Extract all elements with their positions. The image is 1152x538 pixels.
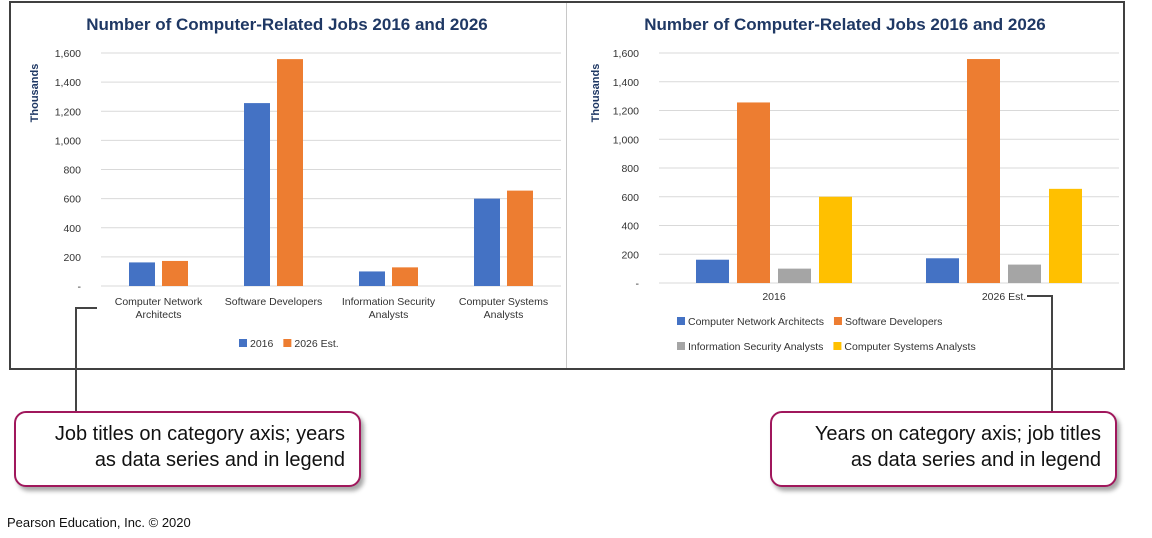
- y-tick-label: 1,400: [55, 77, 81, 89]
- legend-label: Software Developers: [845, 316, 942, 328]
- bar: [277, 59, 303, 287]
- bar: [737, 102, 770, 283]
- leader-line-left-vertical: [75, 307, 77, 411]
- y-tick-label: 1,600: [55, 48, 81, 60]
- chart-title: Number of Computer-Related Jobs 2016 and…: [86, 15, 488, 34]
- y-tick-label: 1,600: [613, 48, 639, 60]
- category-label: 2026 Est.: [982, 291, 1026, 303]
- callout-right-line-2: as data series and in legend: [850, 449, 1101, 471]
- panel-divider: [566, 3, 567, 368]
- figure-frame: [9, 1, 1125, 370]
- leader-line-right-vertical: [1051, 295, 1053, 411]
- bar: [926, 258, 959, 283]
- y-tick-label: 400: [621, 221, 639, 233]
- callout-left-line-2: as data series and in legend: [94, 449, 345, 471]
- category-label: Computer Systems Analysts: [459, 296, 548, 321]
- y-tick-label: -: [78, 281, 82, 293]
- y-axis-label: Thousands: [590, 64, 602, 123]
- y-tick-label: 1,000: [55, 135, 81, 147]
- chart-years-by-job-title: Number of Computer-Related Jobs 2016 and…: [590, 15, 1119, 353]
- legend-label: 2026 Est.: [294, 338, 338, 350]
- bar: [244, 103, 270, 286]
- bar: [1049, 188, 1082, 283]
- callout-right-line-1: Years on category axis; job titles: [814, 423, 1101, 445]
- legend-swatch: [833, 342, 842, 350]
- legend-swatch: [677, 317, 685, 325]
- category-label: Information Security Analysts: [342, 296, 436, 321]
- y-tick-label: 1,200: [55, 106, 81, 118]
- category-label: 2016: [762, 291, 786, 303]
- bar: [129, 262, 155, 286]
- leader-line-left-horizontal: [75, 307, 97, 309]
- category-label: Computer Network Architects: [115, 296, 203, 321]
- bar: [359, 271, 385, 286]
- bar: [1008, 264, 1041, 283]
- legend-label: Information Security Analysts: [688, 341, 823, 353]
- y-tick-label: 600: [621, 192, 639, 204]
- y-tick-label: 800: [621, 163, 639, 175]
- bar: [507, 190, 533, 286]
- y-tick-label: 1,000: [613, 134, 639, 146]
- callout-left: Job titles on category axis; years as da…: [14, 411, 361, 487]
- legend-label: Computer Systems Analysts: [844, 341, 975, 353]
- legend-swatch: [677, 342, 685, 350]
- copyright-credit: Pearson Education, Inc. © 2020: [7, 515, 191, 530]
- y-tick-label: 200: [63, 252, 81, 264]
- bar: [474, 198, 500, 286]
- bar: [778, 268, 811, 283]
- bar: [696, 259, 729, 283]
- chart-title: Number of Computer-Related Jobs 2016 and…: [644, 15, 1046, 34]
- legend-label: Computer Network Architects: [688, 316, 824, 328]
- y-tick-label: 400: [63, 223, 81, 235]
- leader-line-right-horizontal: [1027, 295, 1053, 297]
- y-tick-label: -: [636, 278, 640, 290]
- y-tick-label: 800: [63, 165, 81, 177]
- legend-label: 2016: [250, 338, 274, 350]
- y-tick-label: 200: [621, 249, 639, 261]
- y-axis-label: Thousands: [29, 64, 41, 123]
- legend-swatch: [283, 339, 292, 347]
- category-label: Software Developers: [225, 296, 322, 308]
- y-tick-label: 600: [63, 194, 81, 206]
- legend-swatch: [239, 339, 247, 347]
- bar: [819, 196, 852, 283]
- callout-left-line-1: Job titles on category axis; years: [54, 423, 345, 445]
- y-tick-label: 1,200: [613, 106, 639, 118]
- chart-job-titles-by-year: Number of Computer-Related Jobs 2016 and…: [29, 15, 561, 350]
- legend-swatch: [833, 317, 842, 325]
- bar: [392, 267, 418, 286]
- y-tick-label: 1,400: [613, 77, 639, 89]
- callout-right: Years on category axis; job titles as da…: [770, 411, 1117, 487]
- bar: [967, 59, 1000, 283]
- bar: [162, 260, 188, 286]
